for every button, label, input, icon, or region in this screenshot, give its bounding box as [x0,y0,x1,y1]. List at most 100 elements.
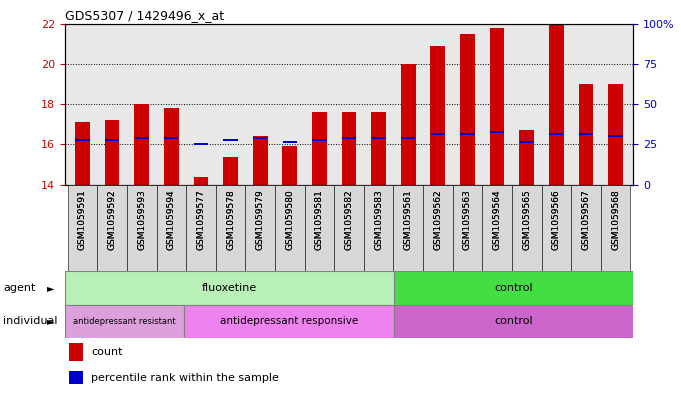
Bar [541,185,571,271]
Text: GSM1059561: GSM1059561 [404,189,413,250]
Text: count: count [91,347,123,357]
Bar [334,185,364,271]
Bar [342,112,356,185]
Text: GSM1059591: GSM1059591 [78,189,87,250]
Text: GSM1059577: GSM1059577 [196,189,206,250]
Text: GSM1059591: GSM1059591 [78,189,87,250]
Text: GSM1059562: GSM1059562 [433,189,443,250]
Bar [490,28,505,185]
Text: GSM1059568: GSM1059568 [611,189,620,250]
Bar [512,185,541,271]
Bar [460,133,475,135]
Bar [127,185,157,271]
Text: GSM1059580: GSM1059580 [285,189,294,250]
Text: GSM1059594: GSM1059594 [167,189,176,250]
Text: antidepressant resistant: antidepressant resistant [74,317,176,326]
Bar [245,185,275,271]
Bar [430,46,445,185]
Bar [97,185,127,271]
Bar [579,133,593,135]
Bar [571,185,601,271]
Text: GSM1059592: GSM1059592 [108,189,116,250]
Bar [164,108,178,185]
Bar [253,138,267,140]
Bar [460,34,475,185]
Bar [394,185,423,271]
Text: ►: ► [47,283,55,293]
Text: GSM1059578: GSM1059578 [226,189,235,250]
Bar [401,64,415,185]
Bar [193,176,208,185]
Text: fluoxetine: fluoxetine [202,283,257,293]
Bar [105,140,119,141]
Bar [134,104,149,185]
Text: GSM1059579: GSM1059579 [255,189,265,250]
Text: GSM1059562: GSM1059562 [433,189,443,250]
Bar [283,141,297,143]
Text: control: control [494,283,533,293]
Text: GSM1059564: GSM1059564 [492,189,502,250]
Bar [372,138,385,140]
Bar [65,271,394,305]
Text: GSM1059566: GSM1059566 [552,189,561,250]
Text: GSM1059582: GSM1059582 [345,189,353,250]
Bar [431,133,445,135]
Bar [549,24,564,185]
Text: GSM1059581: GSM1059581 [315,189,324,250]
Text: GSM1059577: GSM1059577 [196,189,206,250]
Text: GSM1059592: GSM1059592 [108,189,116,250]
Text: control: control [494,316,533,326]
Bar [76,140,90,141]
Text: GSM1059561: GSM1059561 [404,189,413,250]
Bar [194,143,208,145]
Text: antidepressant responsive: antidepressant responsive [220,316,358,326]
Bar [69,343,83,361]
Bar [608,135,622,138]
Bar [253,136,268,185]
Text: GSM1059593: GSM1059593 [137,189,146,250]
Text: GSM1059566: GSM1059566 [552,189,561,250]
Bar [401,138,415,140]
Bar [105,120,119,185]
Text: individual: individual [3,316,58,326]
Bar [186,185,216,271]
Bar [312,112,327,185]
Bar [490,131,504,133]
Bar [482,185,512,271]
Text: GSM1059583: GSM1059583 [374,189,383,250]
Text: GSM1059579: GSM1059579 [255,189,265,250]
Bar [394,271,633,305]
Bar [135,138,149,140]
Text: GSM1059580: GSM1059580 [285,189,294,250]
Text: ►: ► [47,316,55,326]
Bar [342,138,356,140]
Bar [185,305,394,338]
Text: GSM1059563: GSM1059563 [463,189,472,250]
Text: GDS5307 / 1429496_x_at: GDS5307 / 1429496_x_at [65,9,224,22]
Bar [223,140,238,141]
Text: GSM1059565: GSM1059565 [522,189,531,250]
Text: GSM1059565: GSM1059565 [522,189,531,250]
Text: agent: agent [3,283,36,293]
Text: GSM1059563: GSM1059563 [463,189,472,250]
Bar [223,156,238,185]
Text: GSM1059583: GSM1059583 [374,189,383,250]
Bar [65,305,185,338]
Text: GSM1059581: GSM1059581 [315,189,324,250]
Bar [157,185,186,271]
Text: GSM1059594: GSM1059594 [167,189,176,250]
Text: GSM1059567: GSM1059567 [582,189,590,250]
Bar [579,84,593,185]
Text: GSM1059593: GSM1059593 [137,189,146,250]
Bar [394,305,633,338]
Bar [69,371,83,384]
Bar [371,112,386,185]
Bar [364,185,394,271]
Text: GSM1059567: GSM1059567 [582,189,590,250]
Bar [520,141,534,143]
Bar [601,185,631,271]
Bar [283,147,297,185]
Bar [67,185,97,271]
Bar [75,122,90,185]
Bar [275,185,304,271]
